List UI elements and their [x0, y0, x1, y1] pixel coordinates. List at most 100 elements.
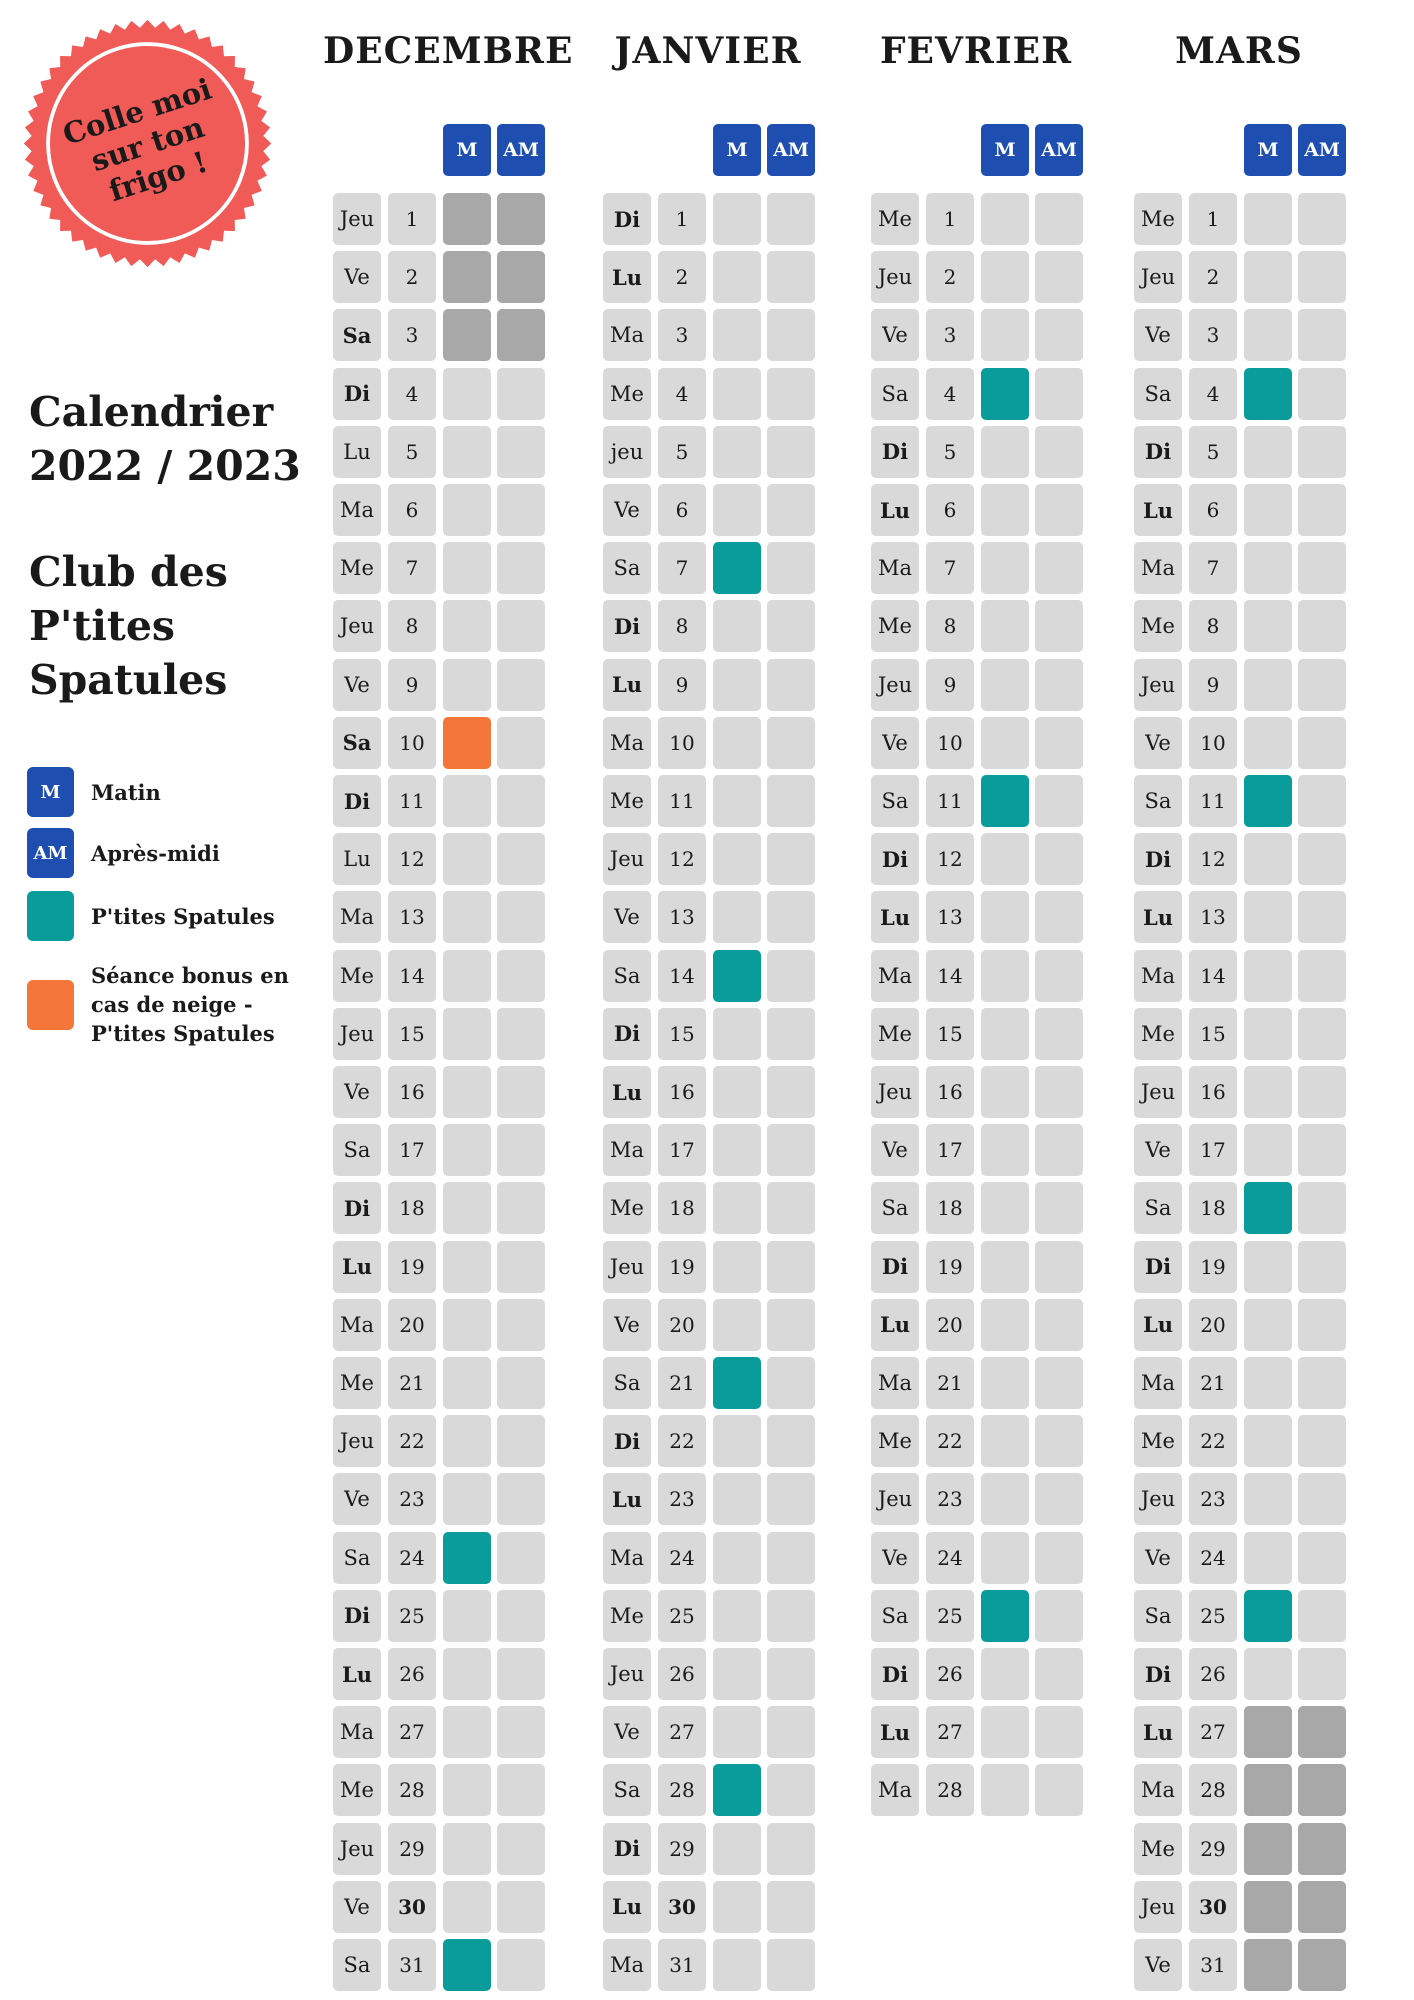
- day-row: Jeu 1: [333, 193, 553, 245]
- morning-slot: [981, 891, 1029, 944]
- date-number-cell: 15: [658, 1007, 706, 1060]
- weekday-cell: Ve: [1134, 1531, 1182, 1584]
- morning-slot: [443, 425, 491, 478]
- day-row: Ma 27: [333, 1706, 553, 1759]
- afternoon-slot: [767, 1182, 815, 1235]
- day-row: Lu 23: [603, 1473, 823, 1526]
- morning-slot: [981, 484, 1029, 536]
- morning-slot: [1244, 1357, 1292, 1409]
- afternoon-slot: [1035, 1706, 1083, 1759]
- afternoon-slot: [1298, 1880, 1346, 1933]
- morning-slot: [1244, 775, 1292, 827]
- morning-slot: [713, 1589, 761, 1642]
- day-row: Di 8: [603, 600, 823, 653]
- weekday-cell: Jeu: [603, 1240, 651, 1293]
- weekday-cell: Jeu: [871, 658, 919, 711]
- day-row: Jeu 23: [1134, 1473, 1354, 1526]
- date-number-cell: 27: [388, 1706, 436, 1759]
- day-row: Ve 16: [333, 1066, 553, 1118]
- date-number-cell: 17: [388, 1124, 436, 1177]
- afternoon-slot: [497, 1648, 545, 1700]
- afternoon-slot: [1035, 193, 1083, 245]
- day-row: Ma 24: [603, 1531, 823, 1584]
- stamp-badge-icon: [23, 19, 272, 268]
- date-number-cell: 17: [658, 1124, 706, 1177]
- header-apres-midi: AM: [1298, 124, 1346, 176]
- day-row: Ve 20: [603, 1298, 823, 1351]
- day-row: Me 29: [1134, 1822, 1354, 1875]
- day-row: Me 8: [1134, 600, 1354, 653]
- date-number-cell: 16: [1189, 1066, 1237, 1118]
- weekday-cell: Ve: [603, 891, 651, 944]
- afternoon-slot: [1035, 833, 1083, 886]
- afternoon-slot: [497, 1415, 545, 1468]
- weekday-cell: Ve: [871, 1531, 919, 1584]
- morning-slot: [713, 1357, 761, 1409]
- day-row: Lu 6: [871, 484, 1091, 536]
- day-row: Lu 6: [1134, 484, 1354, 536]
- morning-slot: [443, 542, 491, 595]
- afternoon-slot: [767, 949, 815, 1002]
- day-row: Jeu 26: [603, 1648, 823, 1700]
- weekday-cell: Di: [333, 1182, 381, 1235]
- date-number-cell: 11: [926, 775, 974, 827]
- date-number-cell: 18: [926, 1182, 974, 1235]
- day-row: Di 29: [603, 1822, 823, 1875]
- afternoon-slot: [1298, 1066, 1346, 1118]
- day-row: Jeu 8: [333, 600, 553, 653]
- afternoon-slot: [1035, 1066, 1083, 1118]
- day-row: Di 19: [871, 1240, 1091, 1293]
- day-row: Sa 21: [603, 1357, 823, 1409]
- morning-slot: [1244, 193, 1292, 245]
- day-row: Jeu 29: [333, 1822, 553, 1875]
- morning-slot: [1244, 833, 1292, 886]
- morning-slot: [981, 1589, 1029, 1642]
- weekday-cell: Jeu: [1134, 1880, 1182, 1933]
- afternoon-slot: [767, 367, 815, 420]
- afternoon-slot: [1298, 542, 1346, 595]
- weekday-cell: Sa: [871, 1589, 919, 1642]
- date-number-cell: 29: [1189, 1822, 1237, 1875]
- date-number-cell: 9: [658, 658, 706, 711]
- day-row: Me 22: [871, 1415, 1091, 1468]
- afternoon-slot: [1298, 658, 1346, 711]
- date-number-cell: 29: [388, 1822, 436, 1875]
- afternoon-slot: [497, 542, 545, 595]
- afternoon-slot: [1035, 658, 1083, 711]
- weekday-cell: Lu: [1134, 1298, 1182, 1351]
- date-number-cell: 7: [926, 542, 974, 595]
- morning-slot: [1244, 1473, 1292, 1526]
- weekday-cell: Lu: [333, 1648, 381, 1700]
- date-number-cell: 30: [1189, 1880, 1237, 1933]
- morning-slot: [713, 425, 761, 478]
- afternoon-slot: [767, 1648, 815, 1700]
- day-row: jeu 5: [603, 425, 823, 478]
- day-row: Me 15: [871, 1007, 1091, 1060]
- legend-label-line: Après-midi: [91, 840, 220, 866]
- afternoon-slot: [497, 1589, 545, 1642]
- weekday-cell: Ma: [333, 1706, 381, 1759]
- date-number-cell: 17: [926, 1124, 974, 1177]
- morning-slot: [713, 1706, 761, 1759]
- day-row: Ma 7: [871, 542, 1091, 595]
- morning-slot: [981, 658, 1029, 711]
- day-row: Sa 11: [1134, 775, 1354, 827]
- date-number-cell: 25: [658, 1589, 706, 1642]
- afternoon-slot: [1298, 1706, 1346, 1759]
- date-number-cell: 31: [388, 1939, 436, 1991]
- day-row: Sa 4: [871, 367, 1091, 420]
- day-row: Sa 7: [603, 542, 823, 595]
- weekday-cell: Me: [603, 1589, 651, 1642]
- weekday-cell: Lu: [603, 658, 651, 711]
- morning-slot: [443, 833, 491, 886]
- weekday-cell: Ma: [333, 484, 381, 536]
- afternoon-slot: [767, 716, 815, 769]
- afternoon-slot: [1035, 425, 1083, 478]
- legend-label-line: cas de neige -: [91, 992, 253, 1017]
- afternoon-slot: [1298, 1007, 1346, 1060]
- morning-slot: [1244, 1531, 1292, 1584]
- date-number-cell: 14: [926, 949, 974, 1002]
- date-number-cell: 26: [658, 1648, 706, 1700]
- weekday-cell: Ve: [1134, 716, 1182, 769]
- weekday-cell: Lu: [1134, 1706, 1182, 1759]
